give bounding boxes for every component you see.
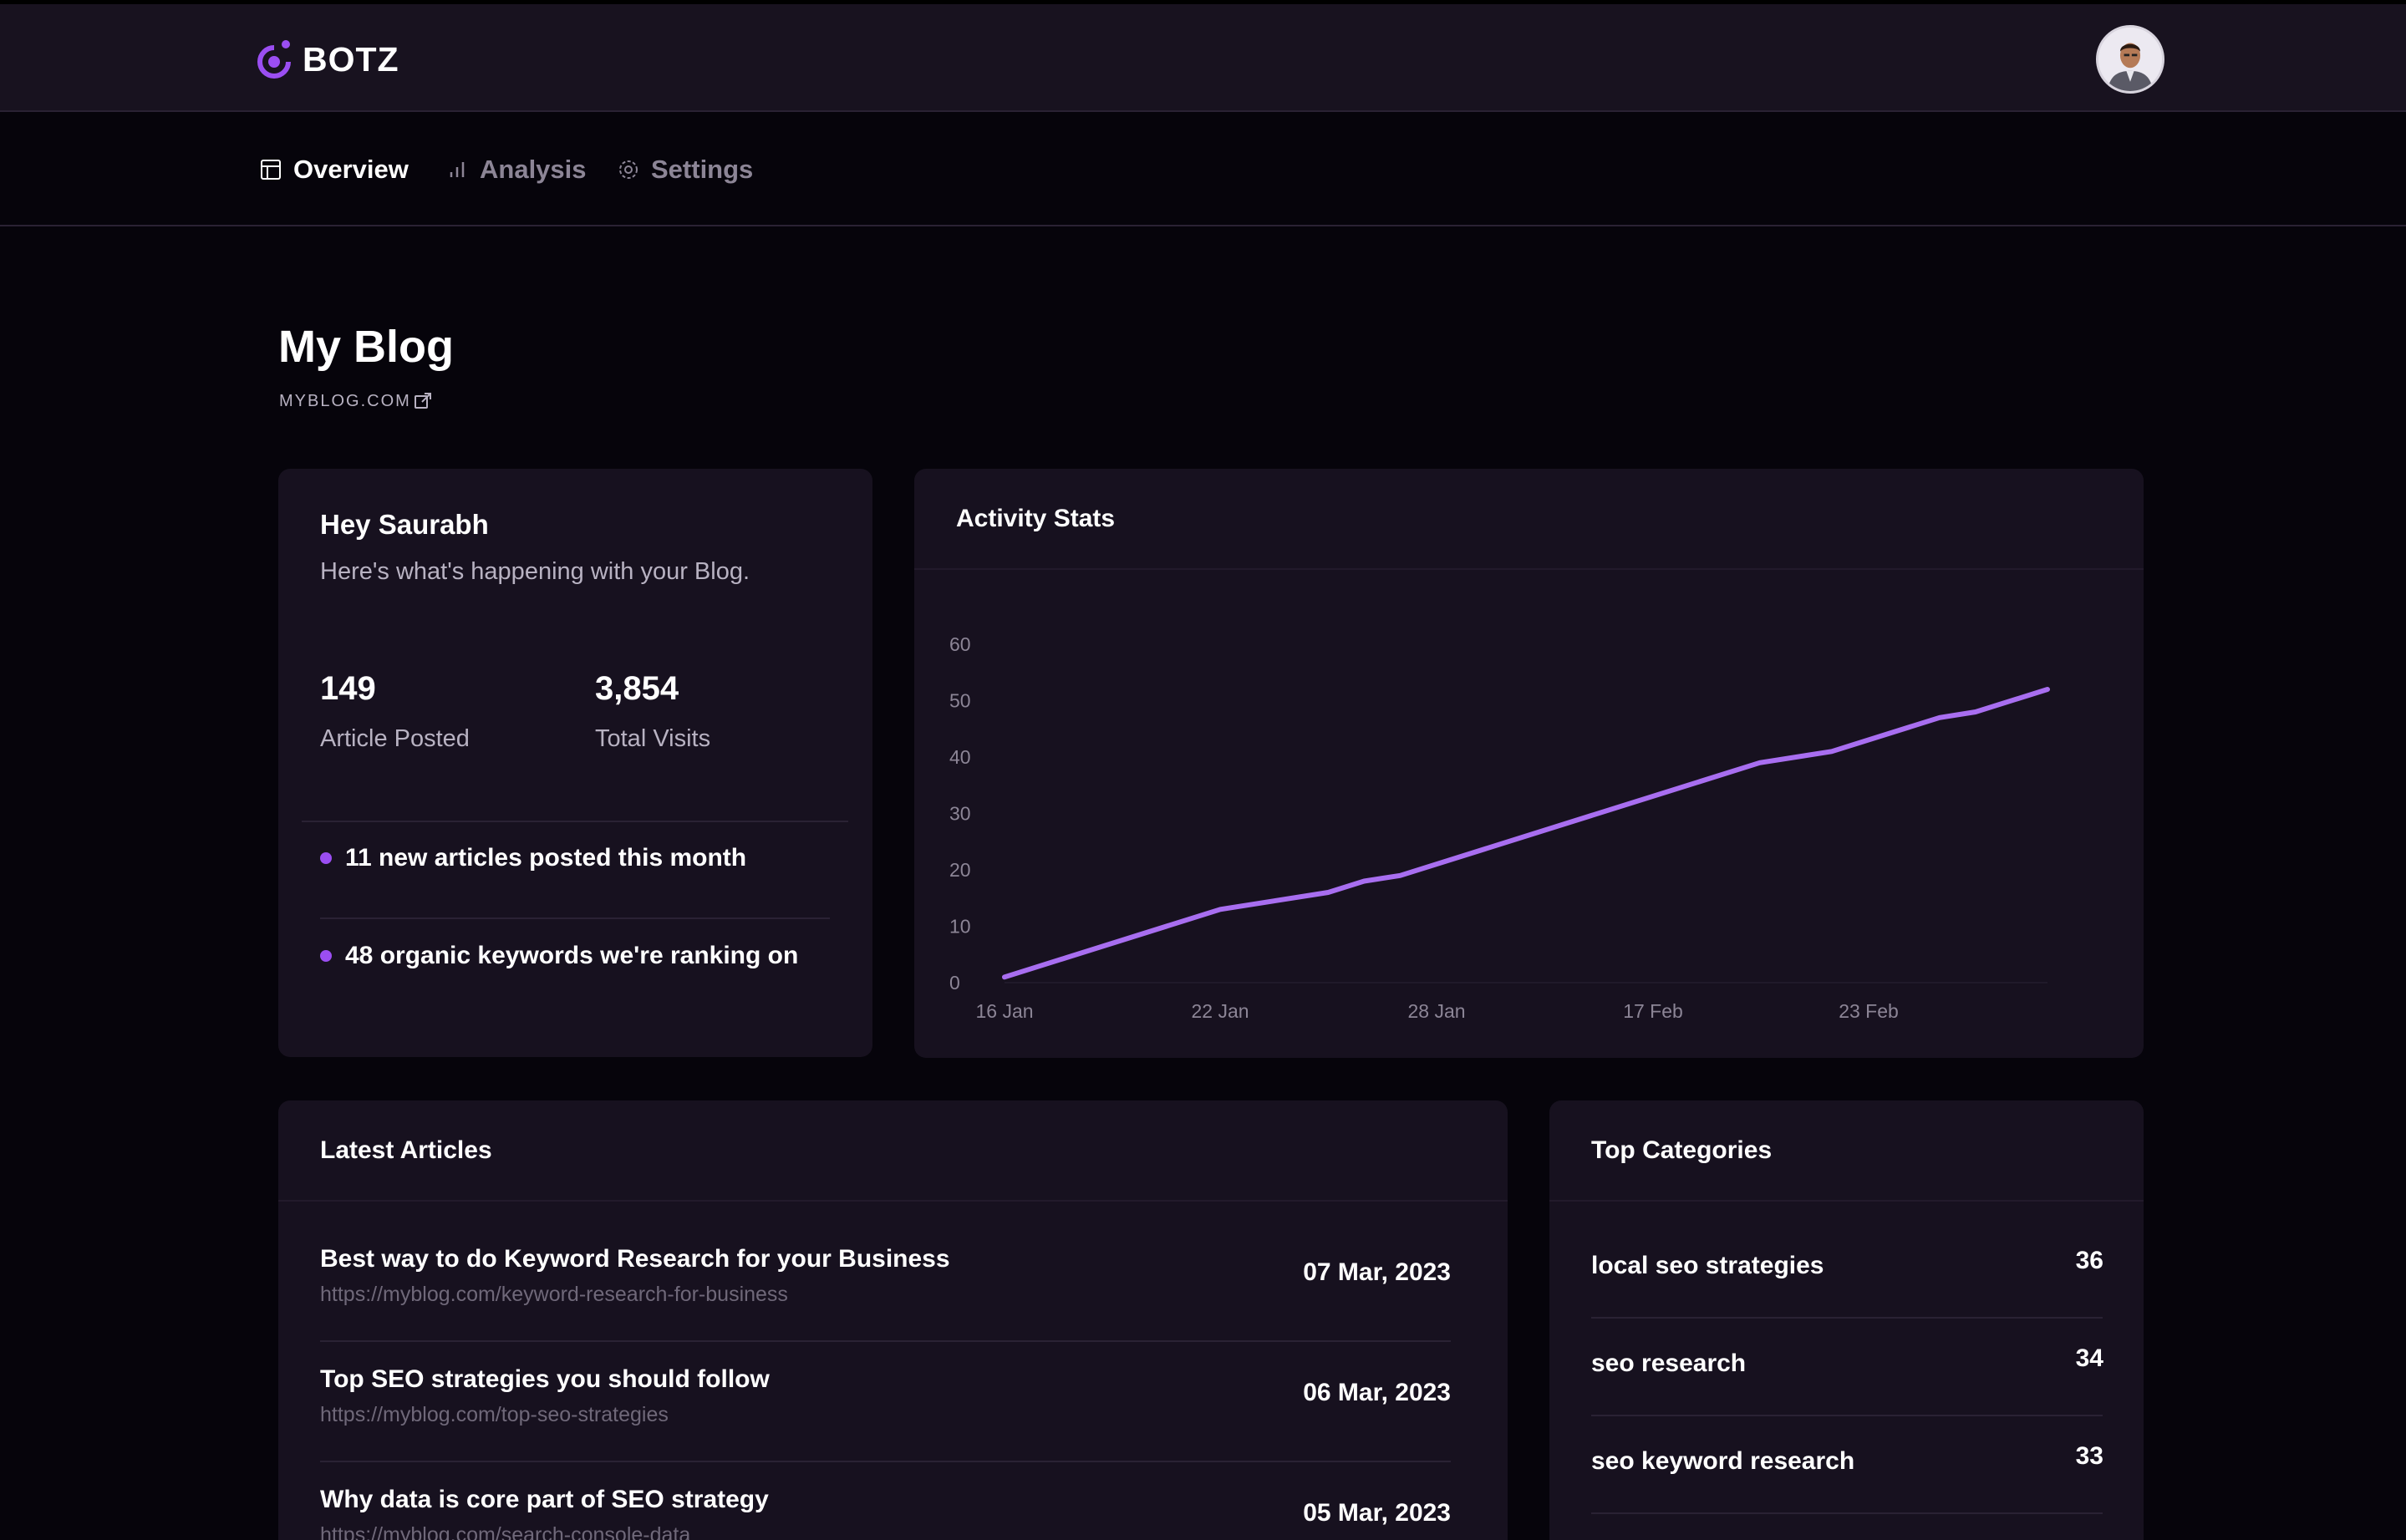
top-header: BOTZ <box>0 4 2406 112</box>
categories-title: Top Categories <box>1591 1136 1773 1164</box>
tab-overview[interactable]: Overview <box>258 149 409 191</box>
category-name[interactable]: seo keyword research <box>1591 1447 1855 1475</box>
note-text: 48 organic keywords we're ranking on <box>345 942 799 969</box>
top-categories-card: Top Categories local seo strategies 36 s… <box>1549 1100 2144 1540</box>
stat-articles-value: 149 <box>320 670 376 707</box>
article-url[interactable]: https://myblog.com/top-seo-strategies <box>320 1403 669 1426</box>
x-tick-label: 28 Jan <box>1407 1000 1465 1022</box>
divider <box>1591 1512 2103 1514</box>
note-text: 11 new articles posted this month <box>345 844 747 872</box>
x-tick-label: 16 Jan <box>975 1000 1033 1022</box>
brand-logo[interactable]: BOTZ <box>256 36 399 83</box>
gear-icon <box>619 160 638 179</box>
category-count: 34 <box>2075 1344 2103 1372</box>
botz-logo-icon <box>257 40 291 79</box>
tab-settings[interactable]: Settings <box>616 149 753 191</box>
article-title[interactable]: Top SEO strategies you should follow <box>320 1365 770 1393</box>
greeting: Hey Saurabh <box>320 509 489 540</box>
article-date: 06 Mar, 2023 <box>1303 1379 1451 1406</box>
card-header-divider <box>914 568 2144 570</box>
series-line <box>1002 687 2050 980</box>
note-item: 11 new articles posted this month <box>320 844 746 872</box>
x-tick-label: 17 Feb <box>1623 1000 1683 1022</box>
welcome-card: Hey Saurabh Here's what's happening with… <box>278 469 872 1057</box>
latest-articles-card: Latest Articles Best way to do Keyword R… <box>278 1100 1508 1540</box>
y-tick-label: 30 <box>949 803 971 825</box>
layout-icon <box>261 160 281 180</box>
note-item: 48 organic keywords we're ranking on <box>320 942 798 970</box>
y-tick-label: 50 <box>949 690 971 712</box>
site-link[interactable]: MYBLOG.COM <box>279 391 433 411</box>
stat-visits-label: Total Visits <box>595 725 711 752</box>
avatar-icon <box>2098 28 2162 91</box>
stat-visits-value: 3,854 <box>595 670 679 707</box>
category-name[interactable]: local seo strategies <box>1591 1252 1824 1279</box>
stat-articles-label: Article Posted <box>320 725 470 752</box>
article-url[interactable]: https://myblog.com/search-console-data <box>320 1523 691 1540</box>
divider <box>320 1461 1451 1462</box>
bullet-dot <box>320 852 332 864</box>
articles-title: Latest Articles <box>320 1136 492 1164</box>
user-avatar[interactable] <box>2096 25 2164 94</box>
y-tick-label: 10 <box>949 916 971 938</box>
divider <box>320 917 830 919</box>
bullet-dot <box>320 950 332 962</box>
page-title: My Blog <box>278 322 454 372</box>
card-header-divider <box>1549 1200 2144 1202</box>
article-date: 05 Mar, 2023 <box>1303 1499 1451 1527</box>
external-link-icon <box>414 393 431 409</box>
activity-card: Activity Stats 0 10 20 30 40 50 60 16 Jan 22 Jan… <box>914 469 2144 1058</box>
article-title[interactable]: Best way to do Keyword Research for your… <box>320 1245 950 1273</box>
window-top-edge <box>0 0 2406 4</box>
y-tick-label: 20 <box>949 859 971 881</box>
article-title[interactable]: Why data is core part of SEO strategy <box>320 1486 769 1513</box>
y-tick-label: 0 <box>949 972 960 994</box>
category-count: 36 <box>2075 1247 2103 1274</box>
tab-settings-label: Settings <box>651 155 754 184</box>
brand-name: BOTZ <box>303 39 399 79</box>
article-url[interactable]: https://myblog.com/keyword-research-for-… <box>320 1283 788 1306</box>
y-tick-label: 60 <box>949 633 971 655</box>
activity-title: Activity Stats <box>956 505 1116 532</box>
category-count: 33 <box>2075 1442 2103 1470</box>
tab-overview-label: Overview <box>293 155 409 184</box>
greeting-subtitle: Here's what's happening with your Blog. <box>320 558 750 585</box>
tab-analysis[interactable]: Analysis <box>445 149 587 191</box>
divider <box>1591 1415 2103 1416</box>
x-tick-label: 22 Jan <box>1191 1000 1249 1022</box>
site-link-label: MYBLOG.COM <box>279 391 411 410</box>
y-tick-label: 40 <box>949 746 971 768</box>
bar-chart-icon <box>450 162 465 177</box>
activity-chart: 0 10 20 30 40 50 60 16 Jan 22 Jan 28 Jan 17 Feb 23 … <box>949 633 2050 1022</box>
main-nav: Overview Analysis Settings <box>0 112 2406 226</box>
card-header-divider <box>278 1200 1508 1202</box>
divider <box>1591 1317 2103 1319</box>
x-tick-label: 23 Feb <box>1839 1000 1899 1022</box>
tab-analysis-label: Analysis <box>480 155 587 184</box>
article-date: 07 Mar, 2023 <box>1303 1258 1451 1286</box>
divider <box>320 1340 1451 1342</box>
category-name[interactable]: seo research <box>1591 1349 1747 1377</box>
divider <box>302 821 848 822</box>
